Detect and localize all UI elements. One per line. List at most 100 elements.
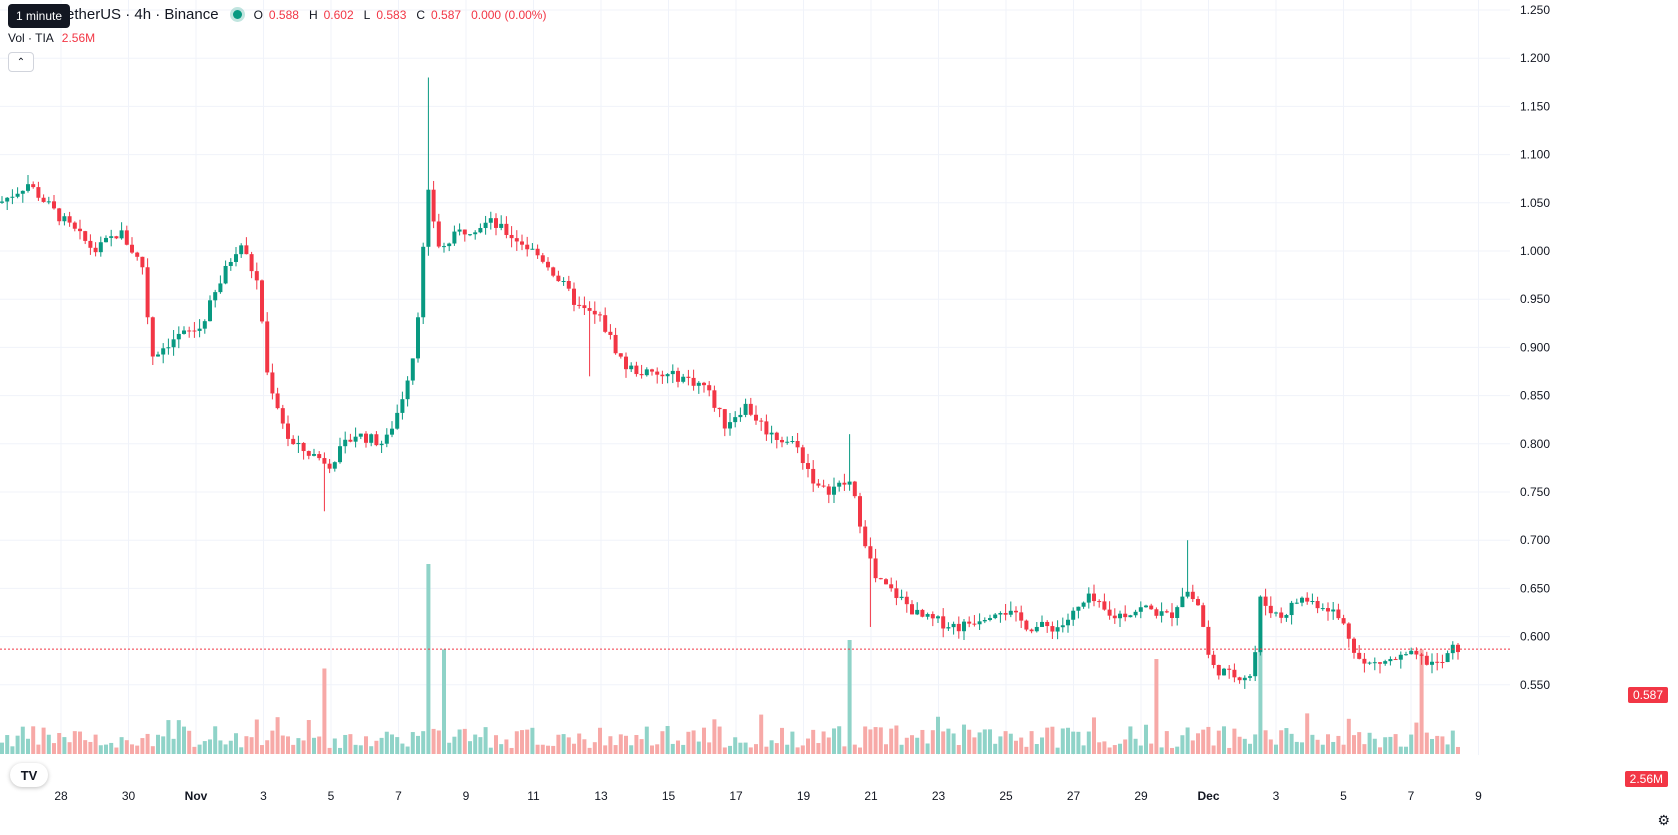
symbol-title[interactable]: etherUS · 4h · Binance (66, 6, 219, 23)
candle-body (57, 208, 62, 222)
volume-bar (192, 746, 197, 754)
volume-bar (738, 742, 743, 754)
candle-body (338, 446, 342, 463)
candle-body (421, 246, 426, 318)
volume-bar (52, 743, 56, 754)
time-tick-label: 21 (864, 789, 878, 803)
volume-bar (728, 745, 732, 754)
volume-bar (473, 734, 478, 754)
candle-body (780, 439, 784, 443)
time-tick-label: Nov (185, 789, 208, 803)
candle-body (10, 196, 15, 198)
volume-bar (312, 737, 316, 754)
volume-bar (504, 739, 509, 754)
candle-body (1060, 625, 1065, 628)
volume-bar (176, 720, 181, 754)
candle-body (811, 468, 816, 484)
volume-bar (171, 738, 176, 754)
volume-bar (837, 726, 842, 754)
price-tick-label: 0.850 (1520, 389, 1550, 403)
candle-body (1440, 661, 1445, 663)
candle-body (119, 230, 124, 239)
candle-body (712, 390, 717, 408)
candle-body (234, 254, 238, 262)
volume-bar (1383, 737, 1388, 754)
candle-body (452, 231, 457, 244)
time-axis[interactable]: 28 30 Nov 3 5 7 9 11 13 15 17 19 21 23 25 27 29 Dec 3 5 7 9 (54, 789, 1482, 803)
gear-icon[interactable]: ⚙ (1657, 812, 1670, 828)
volume-bar (468, 741, 472, 754)
time-tick-label: 30 (122, 789, 136, 803)
candle-body (1050, 626, 1055, 632)
price-axis[interactable]: 1.250 1.200 1.150 1.100 1.050 1.000 0.950 0.900… (1520, 3, 1550, 692)
candle-body (88, 240, 93, 248)
candle-body (260, 280, 264, 322)
volume-bar (1097, 742, 1102, 754)
volume-bar (1424, 732, 1429, 754)
candle-body (915, 609, 920, 615)
volume-bar (1185, 727, 1190, 754)
candle-body (213, 292, 218, 301)
candle-body (1097, 601, 1102, 603)
collapse-legend-button[interactable]: ⌃ (8, 52, 34, 72)
time-tick-label: 15 (662, 789, 676, 803)
volume-bar (457, 729, 462, 754)
candle-body (124, 230, 129, 245)
candle-body (613, 334, 618, 354)
candle-body (587, 308, 592, 311)
candle-body (473, 232, 478, 235)
volume-bar (260, 745, 264, 754)
volume-bar (1242, 738, 1247, 754)
volume-bar (421, 731, 426, 754)
candle-body (873, 558, 878, 579)
volume-bar (249, 737, 254, 754)
volume-bar (1456, 746, 1460, 754)
candle-body (31, 184, 36, 188)
candle-body (1414, 650, 1419, 655)
volume-bar (124, 740, 129, 754)
volume-bar (847, 640, 852, 754)
volume-bar (1029, 731, 1034, 754)
candle-body (1159, 611, 1164, 616)
candle-body (1409, 650, 1414, 655)
volume-bar (1294, 741, 1299, 754)
close-label: C (416, 7, 426, 22)
volume-bar (1102, 741, 1107, 754)
volume-bar (1284, 728, 1289, 754)
volume-bar (1066, 727, 1070, 754)
volume-bar (275, 717, 280, 754)
volume-bar (551, 745, 556, 754)
candle-body (353, 436, 358, 442)
candle-body (348, 439, 353, 442)
volume-bar (702, 727, 706, 754)
candle-body (1279, 612, 1284, 618)
volume-bar (41, 727, 46, 754)
candle-body (1112, 615, 1117, 619)
volume-bar (348, 734, 353, 754)
volume-bar (1196, 733, 1200, 754)
volume-bar (1170, 747, 1174, 754)
volume-bar (1014, 740, 1018, 754)
candle-body (1149, 605, 1154, 610)
candle-body (785, 441, 790, 443)
candle-body (254, 271, 259, 281)
volume-bar (379, 737, 384, 754)
volume-bar (119, 737, 124, 754)
volume-bar (821, 731, 826, 754)
candle-body (1144, 605, 1148, 608)
candle-body (1003, 613, 1008, 615)
candle-body (743, 403, 748, 415)
tradingview-logo[interactable]: TV (10, 763, 48, 787)
volume-bar (1128, 726, 1133, 754)
candle-body (1211, 654, 1216, 665)
candle-body (218, 283, 223, 293)
candle-body (696, 382, 701, 386)
time-tick-label: 9 (1475, 789, 1482, 803)
volume-bar (72, 731, 77, 754)
candle-body (1253, 652, 1258, 677)
candle-body (1180, 596, 1185, 608)
candle-body (1071, 610, 1076, 620)
volume-bar (10, 746, 15, 754)
candle-body (572, 288, 576, 305)
